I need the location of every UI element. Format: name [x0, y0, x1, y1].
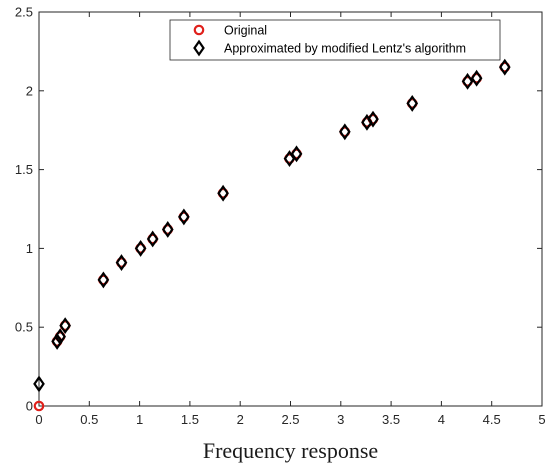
y-axis: 0 0.5 1 1.5 2 2.5 — [15, 5, 542, 414]
approximated-point — [338, 123, 351, 141]
x-tick-label: 2.5 — [281, 412, 299, 427]
approximated-point — [367, 110, 379, 128]
data-markers — [33, 58, 511, 412]
x-tick-label: 4 — [438, 412, 445, 427]
approximated-point — [217, 184, 229, 202]
y-tick-label: 2.5 — [15, 5, 33, 20]
approximated-point — [161, 221, 174, 238]
legend: Original Approximated by modified Lentz'… — [169, 19, 501, 61]
legend-label-approximated: Approximated by modified Lentz's algorit… — [224, 42, 466, 56]
approximated-point — [54, 328, 66, 346]
y-tick-label: 0.5 — [15, 320, 33, 335]
approximated-point — [470, 69, 483, 87]
y-tick-label: 1 — [26, 241, 33, 256]
y-tick-label: 1.5 — [15, 162, 33, 177]
approximated-point — [33, 375, 45, 393]
x-tick-label: 2 — [237, 412, 244, 427]
x-axis-title: Frequency response — [203, 438, 378, 463]
x-tick-label: 3.5 — [382, 412, 400, 427]
approximated-point — [115, 254, 128, 272]
y-tick-label: 2 — [26, 83, 33, 98]
x-tick-label: 4.5 — [483, 412, 501, 427]
approximated-point — [59, 317, 71, 335]
legend-label-original: Original — [224, 24, 267, 38]
x-tick-label: 3 — [337, 412, 344, 427]
plot-area — [38, 11, 543, 407]
y-tick-label: 0 — [26, 399, 33, 414]
approximated-point — [51, 332, 63, 350]
legend-circle-icon — [193, 24, 205, 36]
x-tick-label: 0 — [35, 412, 42, 427]
x-tick-label: 0.5 — [80, 412, 98, 427]
approximated-point — [498, 58, 511, 76]
legend-box — [169, 19, 501, 61]
x-tick-label: 5 — [538, 412, 545, 427]
approximated-point — [406, 94, 419, 112]
approximated-point — [178, 208, 190, 226]
x-tick-label: 1.5 — [181, 412, 199, 427]
approximated-point — [146, 230, 159, 248]
approximated-point — [461, 72, 474, 90]
original-point — [33, 400, 45, 412]
approximated-point — [97, 271, 110, 289]
x-axis: 0 0.5 1 1.5 2 2.5 3 3.5 4 4.5 5 — [35, 12, 546, 427]
x-tick-label: 1 — [136, 412, 143, 427]
approximated-point — [290, 145, 303, 163]
legend-diamond-icon — [193, 39, 205, 57]
approximated-point — [134, 239, 147, 257]
